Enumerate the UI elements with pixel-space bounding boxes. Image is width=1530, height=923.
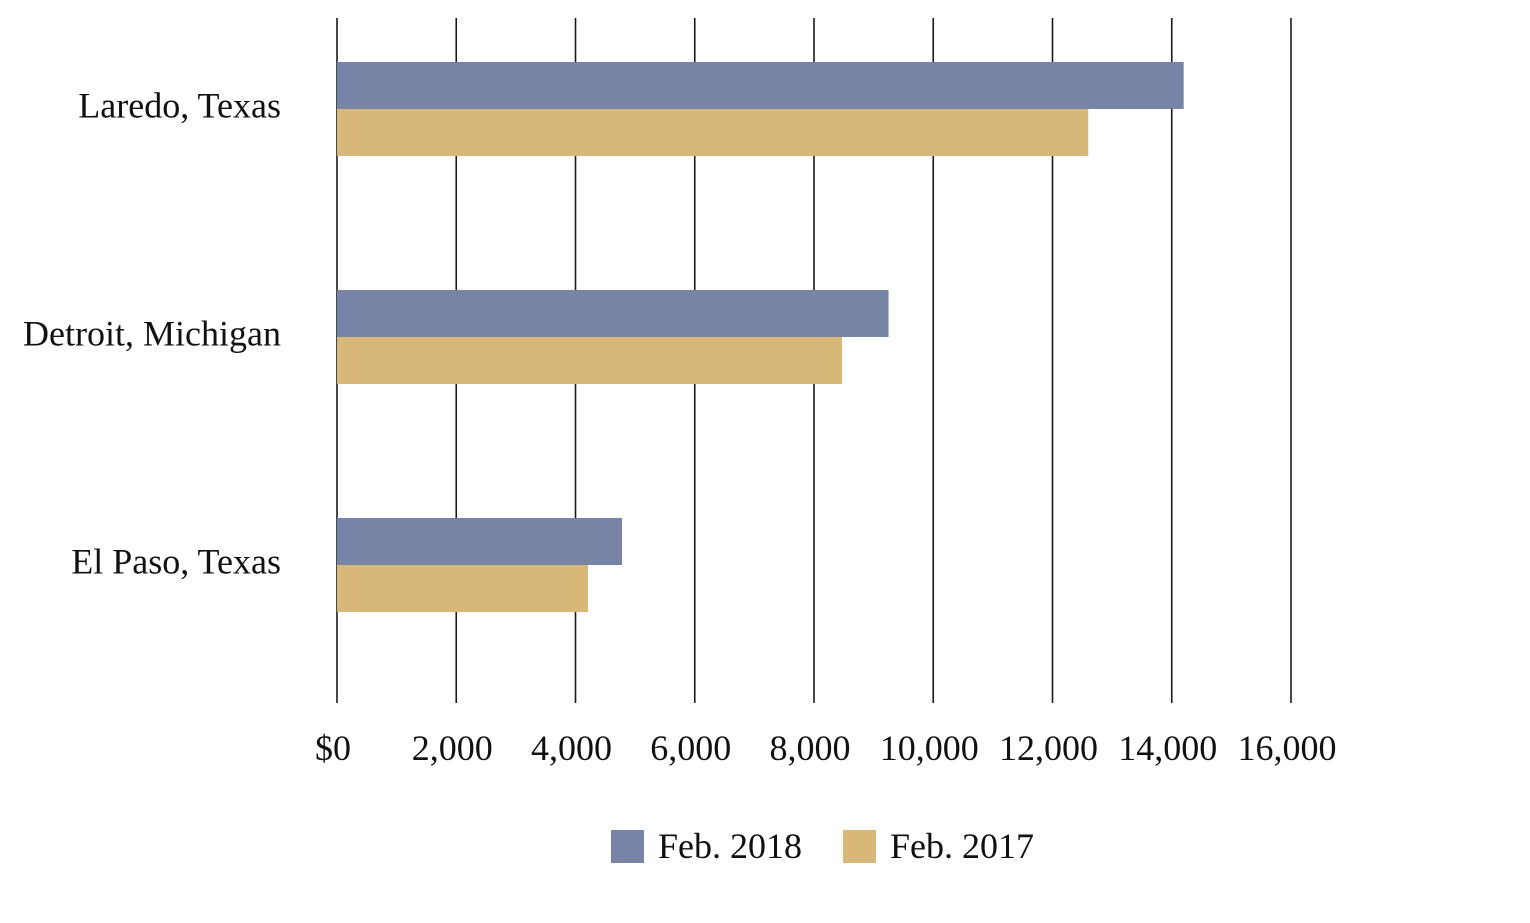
bar-1-series-0 [337,290,889,337]
tick-label-8: 16,000 [1238,728,1337,768]
x-axis-tick-labels: $0 2,000 4,000 6,000 8,000 10,000 12,000 14,000… [315,728,1337,768]
legend: Feb. 2018 Feb. 2017 [611,826,1034,866]
category-label-1: Detroit, Michigan [23,313,281,353]
category-label-2: El Paso, Texas [71,541,281,581]
bar-2-series-1 [337,565,589,612]
legend-swatch-0 [611,830,644,863]
category-labels: Laredo, Texas Detroit, Michigan El Paso, T… [23,85,281,581]
tick-label-1: 2,000 [412,728,493,768]
tick-label-3: 6,000 [650,728,731,768]
legend-label-1: Feb. 2017 [890,826,1034,866]
bars [337,62,1184,612]
bar-0-series-1 [337,109,1089,156]
tick-label-6: 12,000 [999,728,1098,768]
legend-label-0: Feb. 2018 [658,826,802,866]
tick-label-2: 4,000 [531,728,612,768]
legend-swatch-1 [843,830,876,863]
tick-label-0: $0 [315,728,351,768]
bar-2-series-0 [337,518,623,565]
bar-1-series-1 [337,337,843,384]
tick-label-7: 14,000 [1118,728,1217,768]
tick-label-5: 10,000 [880,728,979,768]
tick-label-4: 8,000 [770,728,851,768]
category-label-0: Laredo, Texas [78,85,281,125]
bar-0-series-0 [337,62,1184,109]
